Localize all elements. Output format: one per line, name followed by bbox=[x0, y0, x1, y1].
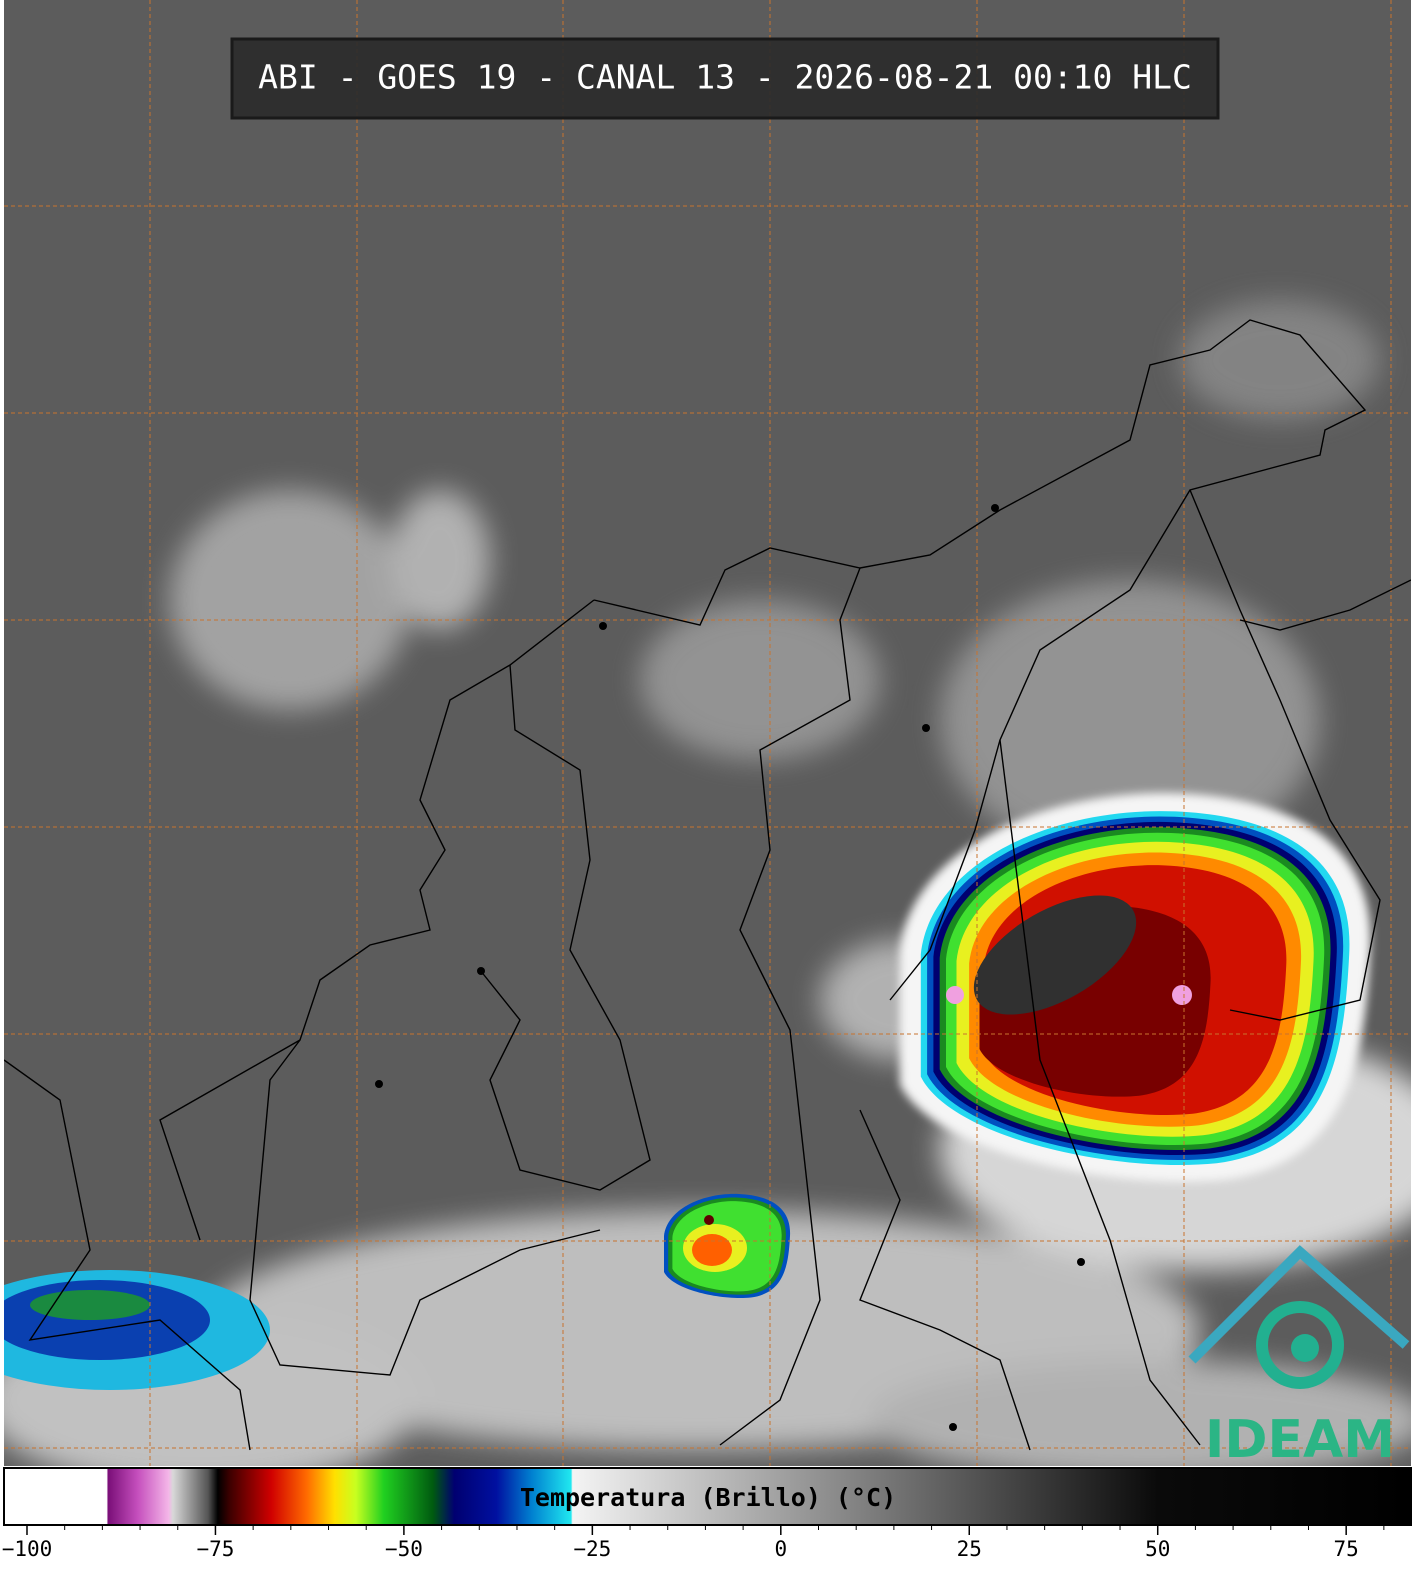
city-dots bbox=[375, 504, 1085, 1431]
storm-small bbox=[664, 1193, 791, 1299]
logo-text: IDEAM bbox=[1205, 1410, 1395, 1470]
tick-label: −100 bbox=[2, 1537, 53, 1561]
colorbar-gradient bbox=[3, 1467, 1412, 1526]
tick-label: −50 bbox=[385, 1537, 423, 1561]
storm-large bbox=[899, 793, 1371, 1182]
tick-label: 75 bbox=[1334, 1537, 1359, 1561]
tick-label: 0 bbox=[774, 1537, 787, 1561]
title-box bbox=[230, 37, 1220, 120]
tick-label: 25 bbox=[957, 1537, 982, 1561]
tick-label: −25 bbox=[573, 1537, 611, 1561]
satellite-image: IDEAM bbox=[4, 0, 1411, 1470]
grid bbox=[4, 0, 1411, 1466]
colorbar: Temperatura (Brillo) (°C) bbox=[3, 1467, 1412, 1526]
cold-cloud-southwest bbox=[4, 1270, 270, 1390]
borders bbox=[4, 319, 1411, 1451]
colorbar-label: Temperatura (Brillo) (°C) bbox=[520, 1483, 896, 1512]
tick-label: 50 bbox=[1145, 1537, 1170, 1561]
title: ABI - GOES 19 - CANAL 13 - 2026-08-21 00… bbox=[258, 58, 1192, 97]
ideam-logo: IDEAM bbox=[1188, 1245, 1410, 1470]
tick-label: −75 bbox=[196, 1537, 234, 1561]
